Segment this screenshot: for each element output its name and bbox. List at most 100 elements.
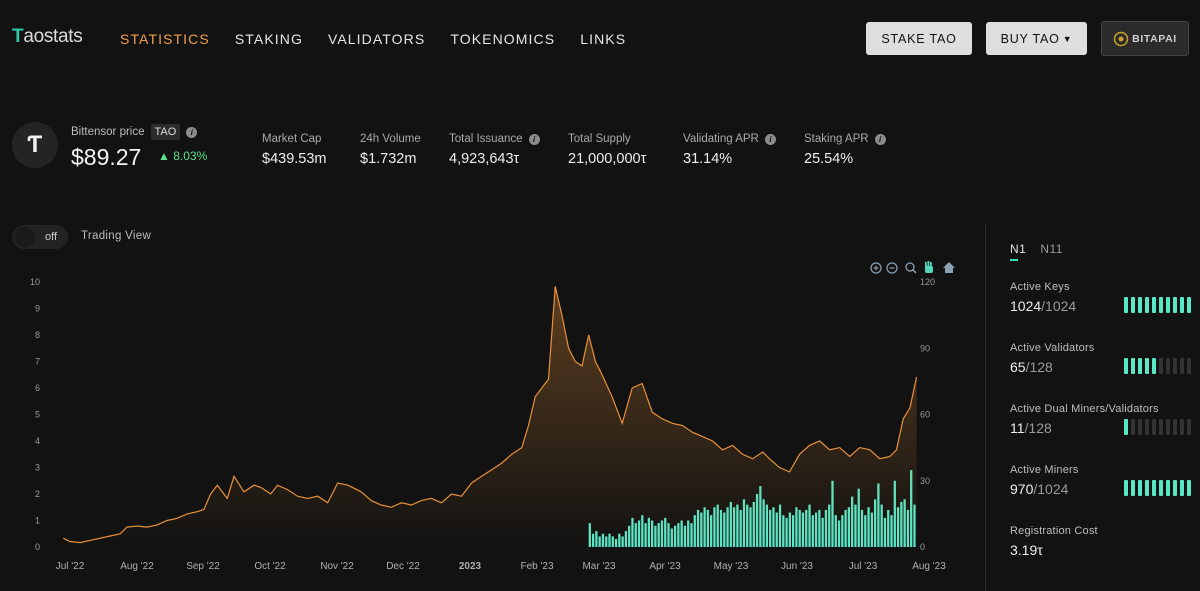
taostats-logo[interactable]: Taostats — [12, 26, 83, 47]
x-tick-label: Aug '23 — [912, 561, 946, 572]
tab-n11[interactable]: N11 — [1040, 242, 1063, 256]
x-tick-label: Sep '22 — [186, 561, 220, 572]
metric-current: 970 — [1010, 481, 1034, 497]
metric-total: /1024 — [1033, 481, 1069, 497]
fill-segment — [1180, 358, 1184, 374]
fill-segment — [1145, 419, 1149, 435]
info-icon[interactable]: i — [874, 133, 886, 145]
buy-tao-label: BUY TAO — [1000, 31, 1060, 46]
magnify-icon[interactable] — [905, 262, 917, 274]
x-tick-label: Feb '23 — [520, 561, 553, 572]
metric-label: Active Validators — [1010, 342, 1095, 354]
metric-registration-cost: Registration Cost 3.19τ — [1010, 525, 1098, 558]
stake-tao-label: STAKE TAO — [881, 31, 957, 46]
nav-staking[interactable]: STAKING — [234, 31, 303, 47]
tao-token-icon: Ƭ — [12, 122, 58, 168]
price-change: ▲ 8.03% — [158, 149, 208, 163]
fill-segment — [1159, 419, 1163, 435]
fill-segment — [1138, 297, 1142, 313]
zoom-in-icon[interactable] — [870, 262, 882, 274]
stat-label: Validating APR i — [683, 132, 776, 146]
y-left-tick-label: 9 — [35, 304, 40, 314]
x-tick-label: Jul '22 — [56, 561, 85, 572]
fill-segment — [1166, 297, 1170, 313]
stat-label-text: Validating APR — [683, 133, 759, 145]
fill-segment — [1159, 297, 1163, 313]
info-icon[interactable]: i — [528, 133, 540, 145]
stat-24h-volume: 24h Volume $1.732m — [360, 132, 421, 167]
tab-n1[interactable]: N1 — [1010, 242, 1027, 256]
info-icon[interactable]: i — [764, 133, 776, 145]
nav-tokenomics[interactable]: TOKENOMICS — [450, 31, 556, 47]
stat-value: $439.53m — [262, 151, 327, 167]
stat-value: $1.732m — [360, 151, 417, 167]
y-right-tick-label: 0 — [920, 542, 925, 552]
metric-label: Registration Cost — [1010, 525, 1098, 537]
metric-fill-bar — [1124, 358, 1191, 374]
metric-value: 1024/1024 — [1010, 298, 1076, 314]
stat-label-text: 24h Volume — [360, 133, 421, 145]
fill-segment — [1131, 358, 1135, 374]
fill-segment — [1187, 419, 1191, 435]
stat-total-issuance: Total Issuance i 4,923,643τ — [449, 132, 540, 167]
toggle-knob — [15, 227, 35, 247]
fill-segment — [1187, 480, 1191, 496]
stake-tao-button[interactable]: STAKE TAO — [866, 22, 972, 55]
trading-view-label: Trading View — [81, 230, 152, 242]
metric-total: /128 — [1024, 420, 1052, 436]
network-tabs: N1 N11 — [1010, 242, 1063, 256]
pan-hand-icon[interactable] — [925, 261, 933, 273]
fill-segment — [1173, 419, 1177, 435]
stat-label: 24h Volume — [360, 132, 421, 146]
metric-value: 970/1024 — [1010, 481, 1079, 497]
price-volume-chart[interactable]: 0 1 2 3 4 5 6 7 8 9 10 0 30 60 90 120 Jul '22 Aug '22 Sep … — [0, 255, 965, 591]
x-tick-label: Nov '22 — [320, 561, 354, 572]
metric-label: Active Keys — [1010, 281, 1070, 293]
tao-glyph: Ƭ — [27, 131, 43, 158]
bitapai-logo-icon — [1113, 31, 1129, 46]
metric-current: 3.19τ — [1010, 542, 1043, 558]
bitapai-text: BITAPAI — [1132, 32, 1177, 45]
stat-staking-apr: Staking APR i 25.54% — [804, 132, 886, 167]
x-tick-label: May '23 — [714, 561, 749, 572]
panel-divider — [985, 224, 986, 591]
metric-value: 65/128 — [1010, 359, 1095, 375]
stat-value: 21,000,000τ — [568, 151, 647, 167]
x-tick-label: Dec '22 — [386, 561, 420, 572]
trading-view-toggle[interactable]: off — [12, 225, 68, 249]
fill-segment — [1138, 419, 1142, 435]
fill-segment — [1124, 358, 1128, 374]
stat-label: Market Cap — [262, 132, 327, 146]
metric-value: 11/128 — [1010, 420, 1159, 436]
metric-current: 11 — [1010, 420, 1025, 436]
stat-label: Total Supply — [568, 132, 646, 146]
fill-segment — [1173, 297, 1177, 313]
buy-tao-button[interactable]: BUY TAO ▼ — [986, 22, 1087, 55]
fill-segment — [1124, 297, 1128, 313]
y-left-tick-label: 0 — [35, 542, 40, 552]
zoom-out-icon[interactable] — [886, 262, 898, 274]
nav-links[interactable]: LINKS — [580, 31, 627, 47]
y-left-tick-label: 8 — [35, 330, 40, 340]
y-left-tick-label: 3 — [35, 463, 40, 473]
fill-segment — [1124, 480, 1128, 496]
nav-validators[interactable]: VALIDATORS — [327, 31, 426, 47]
fill-segment — [1166, 358, 1170, 374]
stat-value: 25.54% — [804, 151, 854, 167]
home-icon[interactable] — [943, 262, 955, 273]
bitapai-logo-button[interactable]: BITAPAI — [1101, 21, 1189, 56]
x-tick-label: 2023 — [459, 561, 482, 572]
fill-segment — [1166, 480, 1170, 496]
info-icon[interactable]: i — [186, 126, 198, 138]
x-tick-label: Jul '23 — [849, 561, 878, 572]
stat-total-supply: Total Supply 21,000,000τ — [568, 132, 646, 167]
x-tick-label: Jun '23 — [781, 561, 813, 572]
y-left-tick-label: 7 — [35, 357, 40, 367]
y-left-tick-label: 5 — [35, 410, 40, 420]
metric-active-dual-miners-validators: Active Dual Miners/Validators 11/128 — [1010, 403, 1159, 436]
fill-segment — [1180, 480, 1184, 496]
x-tick-label: Apr '23 — [649, 561, 681, 572]
nav-statistics[interactable]: STATISTICS — [120, 31, 210, 47]
caret-down-icon: ▼ — [1062, 33, 1073, 44]
fill-segment — [1180, 297, 1184, 313]
